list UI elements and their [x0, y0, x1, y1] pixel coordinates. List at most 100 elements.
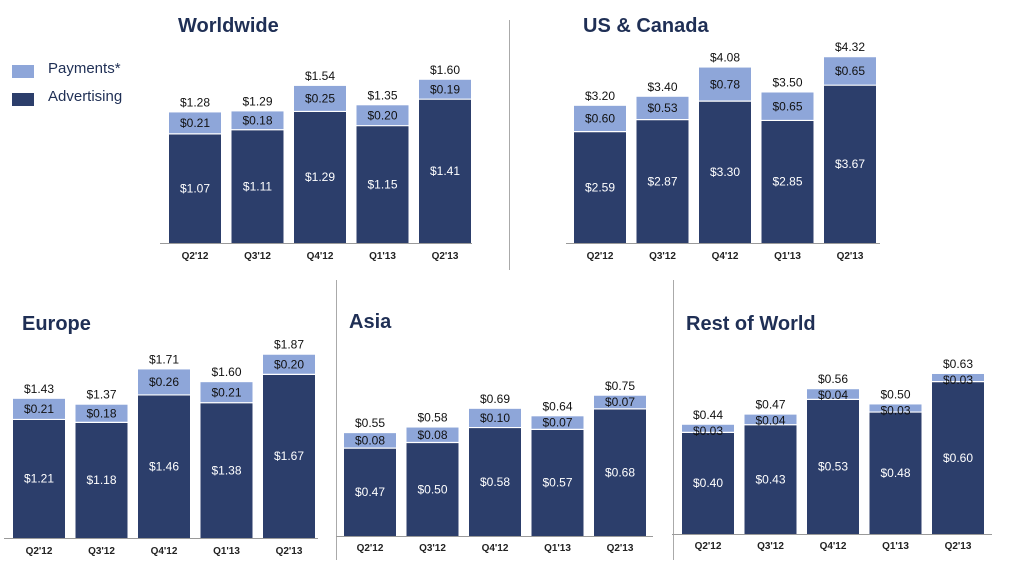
data-label-payments: $0.20	[274, 358, 304, 372]
legend-label-payments: Payments*	[48, 60, 121, 77]
bar-payments	[531, 416, 584, 430]
data-label-payments: $0.20	[367, 109, 397, 123]
bar-payments	[824, 57, 876, 86]
x-tick-label: Q1'13	[544, 543, 571, 554]
data-label-payments: $0.53	[647, 101, 677, 115]
bar-payments	[699, 67, 751, 102]
bar-payments	[13, 398, 65, 420]
chart-title: US & Canada	[583, 15, 709, 37]
data-label-total: $0.69	[480, 392, 510, 406]
bar-payments	[636, 96, 689, 120]
data-label-payments: $0.10	[480, 411, 510, 425]
data-label-payments: $0.03	[880, 403, 910, 417]
x-tick-label: Q2'12	[26, 546, 53, 557]
bar-advertising	[761, 120, 814, 243]
x-tick-label: Q2'13	[432, 251, 459, 262]
bar-payments	[169, 112, 221, 134]
bar-advertising	[294, 111, 346, 243]
bar-advertising	[263, 374, 315, 538]
bar-payments	[200, 382, 253, 403]
x-tick-label: Q4'12	[820, 541, 847, 552]
data-label-total: $1.60	[211, 365, 241, 379]
data-label-advertising: $0.48	[880, 466, 910, 480]
bar-advertising	[356, 125, 409, 243]
data-label-total: $3.50	[772, 76, 802, 90]
data-label-total: $4.08	[710, 51, 740, 65]
chart-us-canada: US & Canada $2.59 $0.60 $3.20 Q2'12 $2.87 $0.5…	[566, 15, 880, 262]
chart-europe: Europe $1.21 $0.21 $1.43 Q2'12 $1.18 $0.18 $1.3…	[4, 313, 318, 557]
data-label-advertising: $1.11	[243, 179, 272, 193]
bar-advertising	[682, 432, 734, 534]
data-label-total: $4.32	[835, 40, 865, 54]
x-tick-label: Q2'12	[182, 251, 209, 262]
x-tick-label: Q2'13	[607, 543, 634, 554]
chart-title: Rest of World	[686, 313, 816, 335]
data-label-advertising: $0.50	[417, 482, 447, 496]
data-label-payments: $0.21	[24, 402, 54, 416]
bar-advertising	[636, 119, 689, 243]
bar-payments	[869, 404, 922, 413]
chart-rest-of-world: Rest of World $0.40 $0.03 $0.44 Q2'12 $0.43 $0…	[672, 313, 992, 552]
x-tick-label: Q3'12	[244, 251, 271, 262]
bar-payments	[594, 395, 646, 409]
data-label-advertising: $0.68	[605, 465, 635, 479]
data-label-advertising: $1.21	[24, 472, 54, 486]
data-label-total: $0.63	[943, 357, 973, 371]
bar-payments	[744, 414, 797, 425]
data-label-advertising: $1.15	[367, 177, 397, 191]
data-label-payments: $0.07	[605, 395, 635, 409]
x-tick-label: Q2'12	[587, 251, 614, 262]
data-label-payments: $0.18	[86, 407, 116, 421]
bar-advertising	[469, 427, 521, 536]
x-tick-label: Q1'13	[774, 251, 801, 262]
bar-advertising	[574, 131, 626, 243]
bar-payments	[761, 92, 814, 121]
data-label-total: $3.20	[585, 89, 615, 103]
data-label-advertising: $0.53	[818, 460, 848, 474]
x-tick-label: Q3'12	[88, 546, 115, 557]
data-label-payments: $0.21	[180, 116, 210, 130]
x-tick-label: Q1'13	[882, 541, 909, 552]
bar-advertising	[531, 429, 584, 536]
divider-bottom-right-vertical	[673, 280, 674, 560]
data-label-payments: $0.03	[693, 424, 723, 438]
x-tick-label: Q4'12	[151, 546, 178, 557]
x-tick-label: Q2'13	[837, 251, 864, 262]
bar-advertising	[344, 448, 396, 536]
chart-title: Europe	[22, 313, 91, 335]
data-label-advertising: $2.85	[772, 175, 802, 189]
data-label-total: $0.55	[355, 416, 385, 430]
x-tick-label: Q3'12	[419, 543, 446, 554]
bar-advertising	[744, 424, 797, 534]
bar-payments	[682, 424, 734, 433]
chart-title: Worldwide	[178, 15, 279, 37]
data-label-advertising: $0.60	[943, 451, 973, 465]
bar-payments	[406, 427, 459, 443]
bar-advertising	[169, 133, 221, 243]
x-tick-label: Q3'12	[649, 251, 676, 262]
bar-advertising	[932, 381, 984, 534]
data-label-advertising: $1.38	[211, 463, 241, 477]
x-tick-label: Q1'13	[369, 251, 396, 262]
chart-title: Asia	[349, 311, 392, 333]
data-label-payments: $0.26	[149, 375, 179, 389]
bar-advertising	[75, 422, 128, 538]
data-label-advertising: $2.59	[585, 180, 615, 194]
data-label-total: $1.43	[24, 382, 54, 396]
data-label-advertising: $3.30	[710, 165, 740, 179]
data-label-payments: $0.21	[211, 385, 241, 399]
bar-payments	[75, 404, 128, 423]
bar-payments	[263, 354, 315, 375]
data-label-total: $1.29	[242, 94, 272, 108]
divider-top-vertical	[509, 20, 510, 270]
bar-payments	[356, 105, 409, 126]
data-label-advertising: $1.46	[149, 459, 179, 473]
data-label-payments: $0.04	[755, 414, 785, 428]
bar-payments	[231, 111, 284, 130]
data-label-advertising: $1.67	[274, 449, 304, 463]
data-label-total: $0.64	[542, 399, 572, 413]
data-label-payments: $0.78	[710, 77, 740, 91]
data-label-payments: $0.08	[417, 428, 447, 442]
x-tick-label: Q4'12	[307, 251, 334, 262]
